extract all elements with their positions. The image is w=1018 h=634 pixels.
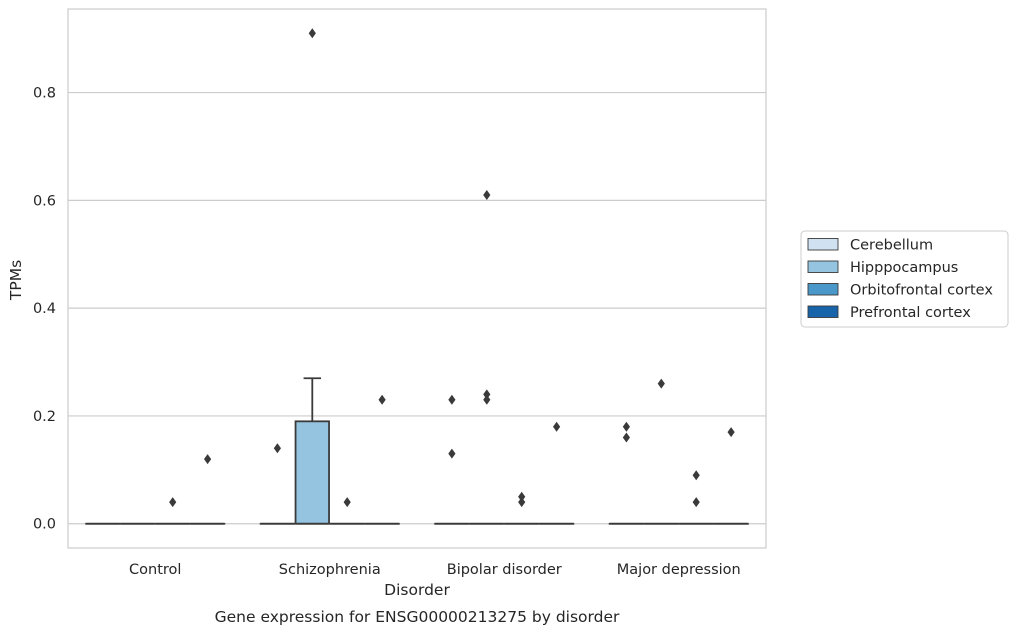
outlier-point	[692, 470, 700, 481]
box-group	[364, 394, 400, 525]
legend-item: Hipppocampus	[807, 260, 958, 276]
legend-frame	[800, 230, 1009, 328]
x-tick-label: Control	[129, 562, 181, 578]
outlier-point	[692, 497, 700, 508]
legend-label: Prefrontal cortex	[850, 305, 971, 321]
outlier-point	[308, 28, 316, 39]
y-tick-label: 0.0	[33, 517, 56, 533]
box-group	[329, 497, 365, 525]
chart-title: Gene expression for ENSG00000213275 by d…	[215, 608, 620, 626]
legend-item: Prefrontal cortex	[807, 305, 971, 321]
outlier-point	[204, 454, 212, 465]
outlier-point	[622, 432, 630, 443]
outlier-point	[553, 421, 561, 432]
outlier-point	[378, 394, 386, 405]
legend-swatch	[807, 283, 839, 296]
y-tick-label: 0.4	[33, 301, 56, 317]
outlier-point	[483, 189, 491, 200]
legend: Cerebellum Hipppocampus Orbitofrontal cort…	[800, 230, 1009, 328]
outlier-point	[343, 497, 351, 508]
y-axis-label: TPMs	[7, 260, 25, 301]
legend-swatch	[807, 305, 839, 318]
outlier-point	[273, 443, 281, 454]
box-group	[608, 421, 645, 525]
box-group	[643, 378, 679, 525]
box-group	[259, 443, 296, 525]
y-tick-label: 0.2	[33, 409, 56, 425]
box-group	[504, 491, 540, 525]
x-tick-label: Schizophrenia	[279, 562, 381, 578]
box-group	[294, 28, 330, 525]
outlier-point	[448, 448, 456, 459]
box-group	[189, 454, 226, 525]
legend-item: Cerebellum	[807, 238, 933, 254]
x-tick-label: Major depression	[617, 562, 741, 578]
box-group	[434, 394, 470, 525]
grid-lines	[68, 91, 766, 525]
x-axis: Control Schizophrenia Bipolar disorder Majo…	[129, 562, 741, 578]
y-tick-label: 0.8	[33, 86, 56, 102]
box-group	[155, 497, 191, 525]
plot-area	[85, 28, 749, 525]
box-group	[469, 189, 505, 525]
axes-frame	[67, 8, 767, 549]
legend-label: Cerebellum	[850, 238, 933, 254]
outlier-point	[657, 378, 665, 389]
outlier-point	[622, 421, 630, 432]
outlier-point	[448, 394, 456, 405]
legend-swatch	[807, 238, 839, 251]
legend-label: Orbitofrontal cortex	[850, 283, 993, 299]
outlier-point	[483, 389, 491, 400]
legend-swatch	[807, 260, 839, 273]
legend-item: Orbitofrontal cortex	[807, 283, 993, 299]
outlier-point	[483, 394, 491, 405]
y-axis: 0.0 0.2 0.4 0.6 0.8	[33, 86, 56, 533]
box-group	[713, 427, 749, 525]
box-group	[678, 470, 714, 525]
x-axis-label: Disorder	[384, 581, 450, 599]
box	[294, 420, 330, 525]
legend-label: Hipppocampus	[850, 260, 958, 276]
outlier-point	[518, 491, 526, 502]
outlier-point	[727, 427, 735, 438]
outlier-point	[518, 497, 526, 508]
box-group	[538, 421, 575, 525]
x-tick-label: Bipolar disorder	[447, 562, 562, 578]
outlier-point	[169, 497, 177, 508]
y-tick-label: 0.6	[33, 193, 56, 209]
